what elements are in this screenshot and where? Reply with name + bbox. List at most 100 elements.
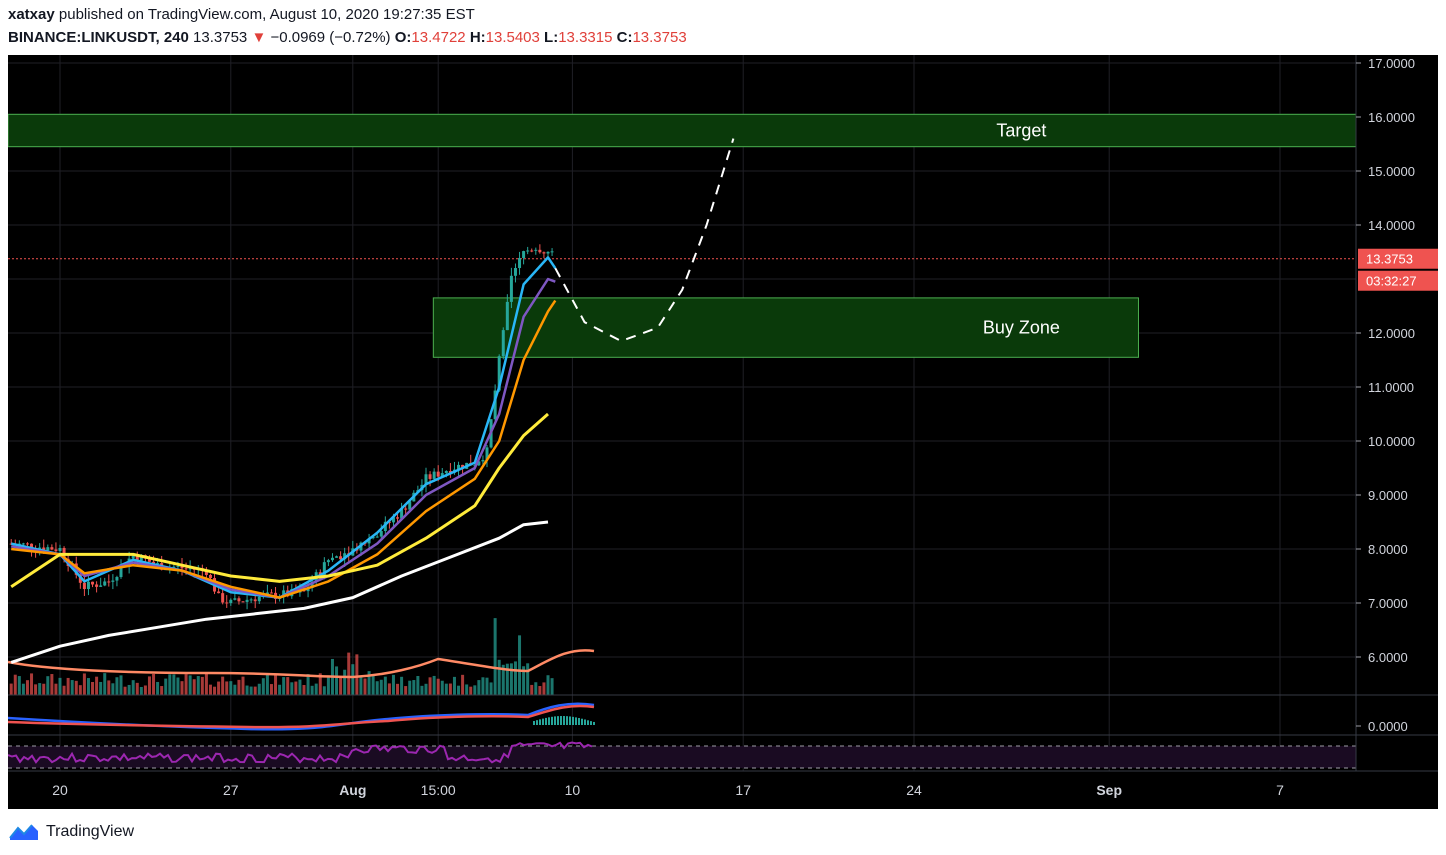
candle-body — [371, 536, 375, 539]
volume-bar — [50, 674, 54, 695]
macd-histogram-bar — [557, 716, 559, 725]
volume-bar — [257, 683, 261, 695]
volume-bar — [111, 683, 115, 695]
volume-bar — [306, 674, 310, 695]
tradingview-logo-text: TradingView — [46, 823, 135, 840]
candle-body — [91, 581, 95, 585]
price-tick-label: 6.0000 — [1368, 650, 1408, 665]
last-price: 13.3753 — [193, 29, 248, 46]
candle-body — [408, 501, 412, 510]
volume-bar — [74, 680, 78, 695]
volume-bar — [213, 686, 217, 695]
candle-body — [440, 473, 444, 477]
volume-bar — [286, 677, 290, 695]
volume-bar — [546, 675, 550, 695]
time-tick-label: 15:00 — [421, 782, 456, 798]
volume-bar — [440, 680, 444, 695]
volume-bar — [489, 682, 493, 695]
candle-body — [176, 565, 180, 567]
volume-bar — [501, 664, 505, 695]
macd-histogram-bar — [581, 718, 583, 725]
time-tick-label: Aug — [339, 782, 366, 798]
price-tick-label: 0.0000 — [1368, 719, 1408, 734]
volume-bar — [164, 678, 168, 695]
volume-bar — [424, 683, 428, 695]
macd-histogram-bar — [590, 721, 592, 725]
volume-bar — [452, 676, 456, 695]
publish-info: xatxay published on TradingView.com, Aug… — [8, 6, 475, 23]
candle-body — [107, 581, 111, 583]
volume-bar — [208, 684, 212, 695]
candle-body — [103, 581, 107, 586]
price-tick-label: 12.0000 — [1368, 326, 1415, 341]
volume-bar — [91, 681, 95, 695]
volume-bar — [530, 684, 534, 695]
candle-body — [396, 517, 400, 519]
author-name[interactable]: xatxay — [8, 6, 55, 23]
volume-bar — [245, 685, 249, 695]
volume-bar — [156, 681, 160, 695]
macd-histogram-bar — [578, 718, 580, 725]
candle-body — [42, 547, 46, 551]
volume-bar — [225, 681, 229, 695]
rsi-band — [8, 746, 1356, 768]
candle-body — [282, 590, 286, 598]
candle-body — [46, 547, 50, 551]
time-tick-label: 27 — [223, 782, 239, 798]
volume-bar — [119, 675, 123, 695]
volume-bar — [542, 682, 546, 695]
volume-bar — [274, 673, 278, 695]
volume-bar — [375, 681, 379, 695]
volume-bar — [152, 673, 156, 695]
candle-body — [481, 459, 485, 462]
candle-body — [78, 574, 82, 583]
volume-bar — [477, 680, 481, 695]
candle-body — [505, 301, 509, 331]
candle-body — [310, 581, 314, 588]
volume-bar — [278, 684, 282, 695]
volume-bar — [347, 652, 351, 695]
candle-body — [485, 447, 489, 460]
volume-bar — [123, 686, 127, 695]
volume-bar — [127, 684, 131, 695]
volume-bar — [99, 681, 103, 695]
volume-bar — [269, 684, 273, 695]
price-tick-label: 9.0000 — [1368, 488, 1408, 503]
symbol-name[interactable]: BINANCE:LINKUSDT, 240 — [8, 29, 189, 46]
candle-body — [518, 257, 522, 269]
candle-body — [513, 268, 517, 276]
volume-bar — [103, 673, 107, 695]
candle-body — [229, 599, 233, 604]
price-change: −0.0969 (−0.72%) — [270, 29, 391, 46]
volume-bar — [188, 675, 192, 695]
candle-body — [99, 585, 103, 587]
candle-body — [379, 531, 383, 537]
volume-bar — [70, 680, 74, 695]
candle-body — [188, 568, 192, 570]
time-tick-label: 17 — [735, 782, 751, 798]
ema-line-yellow — [10, 412, 549, 589]
candle-body — [330, 557, 334, 561]
time-tick-label: 20 — [52, 782, 68, 798]
chart-panel[interactable]: Target Buy Zone 17.0000 16.0000 15.0000 14.00… — [7, 55, 1438, 809]
buy-zone-label: Buy Zone — [983, 318, 1060, 338]
open-label: O: — [394, 29, 412, 46]
tradingview-logo-icon — [9, 824, 38, 840]
candle-body — [400, 508, 404, 519]
high-label: H: — [469, 29, 486, 46]
candle-body — [119, 566, 123, 578]
volume-bar — [42, 683, 46, 695]
chart-svg[interactable]: Target Buy Zone 17.0000 16.0000 15.0000 14.00… — [7, 55, 1438, 809]
volume-bar — [196, 676, 200, 695]
tradingview-logo[interactable]: TradingView — [8, 820, 134, 844]
candle-body — [326, 560, 330, 563]
candle-body — [424, 474, 428, 485]
macd-histogram-bar — [554, 716, 556, 725]
volume-bar — [461, 674, 465, 695]
volume-bar — [298, 679, 302, 695]
volume-bar — [465, 684, 469, 695]
ema-line-white — [10, 520, 549, 664]
volume-bar — [25, 680, 29, 695]
ema-lines-group — [10, 256, 557, 664]
candle-body — [241, 601, 245, 603]
